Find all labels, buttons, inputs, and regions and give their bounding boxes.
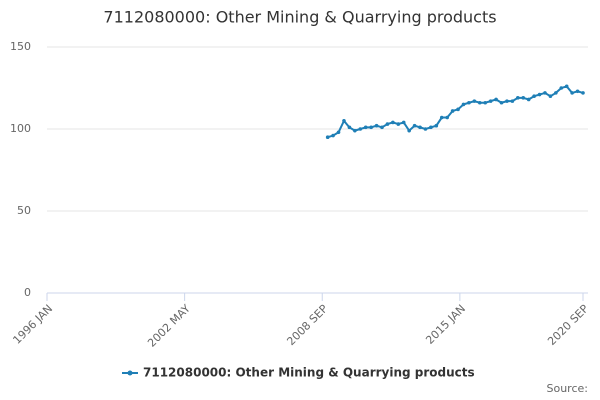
data-point [412,123,417,128]
data-point [391,120,395,125]
x-tick-label: 2015 JAN [423,302,468,347]
data-point [472,99,477,103]
data-point [418,125,422,130]
chart-title: 7112080000: Other Mining & Quarrying pro… [103,8,496,27]
data-point [570,91,574,95]
data-point [423,127,428,131]
data-point [532,94,536,98]
data-point [353,128,357,133]
data-point [358,127,363,131]
y-tick-label: 0 [24,286,31,299]
data-point [434,123,439,128]
data-point [429,125,433,130]
data-point [347,125,352,130]
data-point [342,119,346,123]
data-point [325,135,330,139]
data-point [581,91,585,95]
data-point [494,97,498,102]
data-point [401,120,406,125]
data-point [526,97,531,102]
data-point [369,125,373,130]
data-point [537,92,542,97]
data-point [564,84,569,89]
data-point [439,115,444,120]
y-tick-label: 50 [17,204,31,217]
x-tick-label: 2020 SEP [545,302,591,348]
legend-label[interactable]: 7112080000: Other Mining & Quarrying pro… [143,366,475,380]
data-point [499,100,504,105]
data-point [516,96,520,100]
data-point [548,94,553,98]
data-point [450,109,455,113]
data-point [331,133,335,138]
x-tick-label: 1996 JAN [10,302,55,347]
legend-marker [127,370,133,376]
data-point [467,100,471,105]
data-point [380,125,384,130]
data-point [363,125,368,130]
source: Source: [547,382,589,395]
data-point [488,99,493,103]
data-point [385,122,390,126]
x-tick-label: 2002 MAY [145,302,193,350]
data-point [396,122,401,126]
data-point [510,99,515,103]
data-point [456,107,460,112]
data-point [543,91,547,95]
y-tick-label: 100 [10,122,31,135]
x-tick-label: 2008 SEP [284,302,330,348]
data-point [336,130,341,135]
data-point [505,99,509,103]
data-point [483,100,488,105]
data-point [445,115,449,120]
data-point [559,86,564,90]
data-point [521,96,526,100]
data-point [575,89,580,94]
data-point [407,128,411,133]
data-point [554,91,558,95]
data-point [374,123,379,128]
data-point [461,102,466,107]
y-tick-label: 150 [10,40,31,53]
data-point [477,100,482,105]
